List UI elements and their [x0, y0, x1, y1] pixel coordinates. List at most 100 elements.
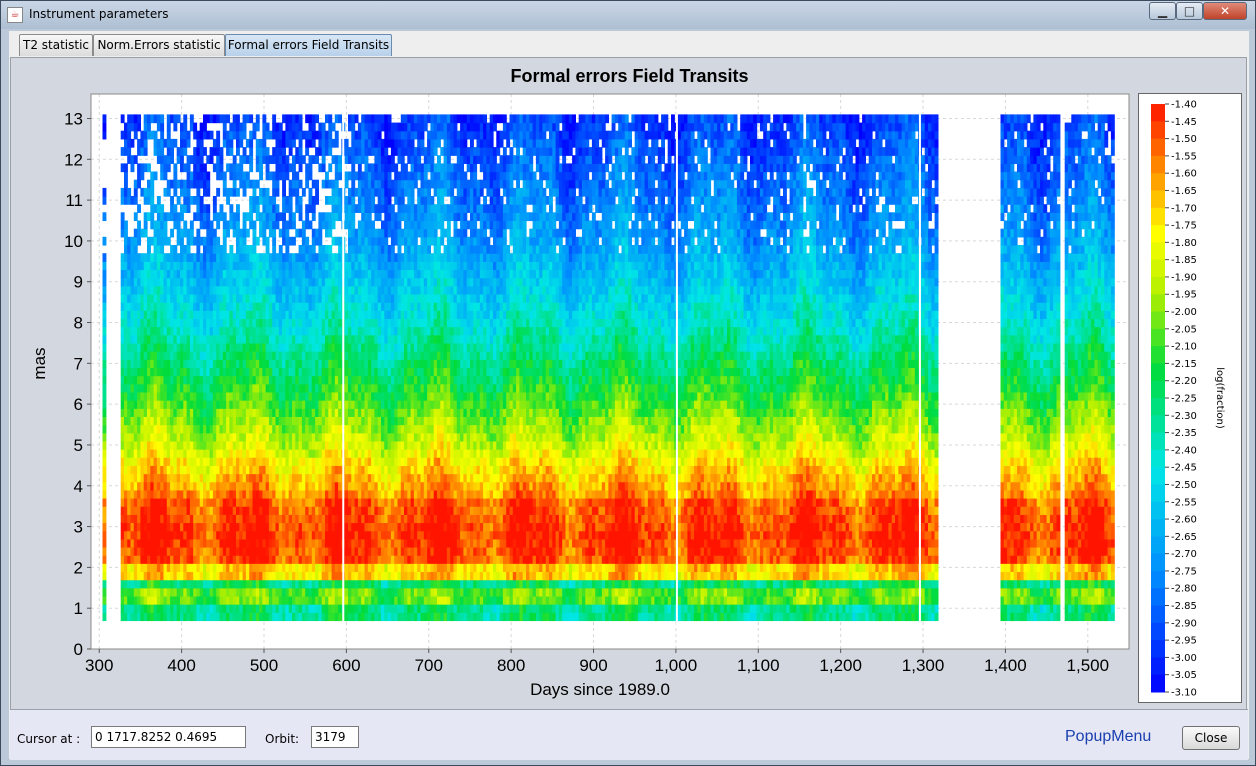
- heatmap-cell: [219, 342, 224, 352]
- heatmap-cell: [147, 587, 151, 597]
- heatmap-cell: [275, 514, 280, 524]
- heatmap-cell: [173, 530, 178, 540]
- heatmap-cell: [130, 408, 135, 417]
- heatmap-cell: [189, 334, 194, 344]
- heatmap-cell: [295, 547, 300, 556]
- heatmap-cell: [351, 196, 356, 205]
- heatmap-cell: [196, 465, 201, 475]
- heatmap-cell: [137, 538, 141, 548]
- heatmap-cell: [193, 506, 198, 515]
- heatmap-cell: [311, 416, 316, 426]
- heatmap-cell: [232, 383, 237, 393]
- heatmap-cell: [203, 522, 207, 532]
- title-bar[interactable]: ☕ Instrument parameters ▁ □ ✕: [1, 1, 1255, 29]
- heatmap-cell: [124, 391, 128, 401]
- heatmap-cell: [282, 579, 286, 589]
- heatmap-cell: [249, 220, 254, 230]
- heatmap-cell: [203, 383, 207, 393]
- heatmap-cell: [163, 318, 168, 328]
- heatmap-cell: [298, 212, 303, 222]
- heatmap-cell: [292, 367, 296, 377]
- heatmap-cell: [245, 538, 250, 548]
- heatmap-cell: [147, 440, 151, 450]
- tab-t2-statistic[interactable]: T2 statistic: [19, 34, 93, 56]
- heatmap-cell: [272, 604, 277, 613]
- heatmap-cell: [268, 416, 273, 426]
- heatmap-cell: [166, 318, 171, 328]
- heatmap-cell: [183, 579, 188, 589]
- heatmap-cell: [305, 449, 310, 458]
- heatmap-cell: [150, 449, 155, 458]
- heatmap-cell: [143, 220, 148, 230]
- heatmap-cell: [222, 285, 227, 295]
- heatmap-cell: [301, 245, 306, 254]
- heatmap-cell: [209, 555, 214, 564]
- heatmap-cell: [236, 440, 240, 450]
- heatmap-cell: [318, 587, 323, 597]
- heatmap-chart[interactable]: 300 400 500 600 700 800 900 1,000 1,100 1,200 1,30…: [11, 92, 1248, 742]
- heatmap-cell: [265, 391, 270, 401]
- heatmap-cell: [209, 571, 214, 581]
- heatmap-cell: [265, 334, 270, 344]
- heatmap-cell: [206, 432, 211, 442]
- heatmap-cell: [265, 204, 270, 213]
- heatmap-cell: [153, 236, 158, 246]
- heatmap-cell: [308, 310, 313, 320]
- tab-formal-errors-field-transits[interactable]: Formal errors Field Transits: [225, 34, 392, 56]
- heatmap-cell: [130, 367, 135, 377]
- heatmap-cell: [265, 302, 270, 311]
- heatmap-cell: [249, 375, 254, 385]
- heatmap-cell: [150, 212, 155, 222]
- heatmap-cell: [199, 204, 204, 213]
- heatmap-cell: [259, 228, 263, 238]
- heatmap-cell: [262, 530, 267, 540]
- heatmap-cell: [216, 506, 221, 515]
- heatmap-cell: [127, 253, 132, 262]
- heatmap-cell: [216, 253, 221, 262]
- heatmap-cell: [272, 432, 277, 442]
- maximize-button[interactable]: □: [1176, 2, 1203, 20]
- heatmap-cell: [354, 114, 359, 124]
- heatmap-cell: [127, 530, 132, 540]
- heatmap-cell: [219, 465, 224, 475]
- heatmap-cell: [236, 538, 240, 548]
- heatmap-cell: [226, 408, 230, 417]
- tab-norm-errors-statistic[interactable]: Norm.Errors statistic: [93, 34, 225, 56]
- heatmap-cell: [275, 187, 280, 197]
- heatmap-cell: [242, 424, 247, 434]
- heatmap-cell: [160, 294, 165, 303]
- heatmap-cell: [203, 571, 207, 581]
- heatmap-cell: [193, 147, 198, 156]
- heatmap-cell: [282, 416, 286, 426]
- heatmap-cell: [245, 277, 250, 287]
- heatmap-cell: [242, 432, 247, 442]
- heatmap-cell: [212, 302, 217, 311]
- heatmap-cell: [196, 171, 201, 181]
- heatmap-cell: [249, 432, 254, 442]
- heatmap-cell: [212, 595, 217, 605]
- heatmap-cell: [301, 318, 306, 328]
- heatmap-cell: [102, 473, 107, 483]
- heatmap-cell: [150, 277, 155, 287]
- heatmap-cell: [226, 498, 230, 507]
- close-window-button[interactable]: ✕: [1203, 2, 1247, 20]
- heatmap-cell: [127, 612, 132, 622]
- heatmap-cell: [265, 579, 270, 589]
- heatmap-cell: [219, 612, 224, 622]
- heatmap-cell: [252, 579, 257, 589]
- heatmap-cell: [265, 506, 270, 515]
- heatmap-cell: [232, 228, 237, 238]
- heatmap-cell: [199, 555, 204, 564]
- heatmap-cell: [288, 530, 293, 540]
- heatmap-cell: [150, 555, 155, 564]
- heatmap-cell: [226, 310, 230, 320]
- heatmap-cell: [292, 604, 296, 613]
- heatmap-cell: [278, 604, 283, 613]
- heatmap-cell: [265, 538, 270, 548]
- heatmap-cell: [288, 604, 293, 613]
- heatmap-cell: [102, 408, 107, 417]
- heatmap-cell: [351, 122, 356, 132]
- minimize-button[interactable]: ▁: [1149, 2, 1176, 20]
- heatmap-cell: [176, 302, 181, 311]
- heatmap-cell: [301, 285, 306, 295]
